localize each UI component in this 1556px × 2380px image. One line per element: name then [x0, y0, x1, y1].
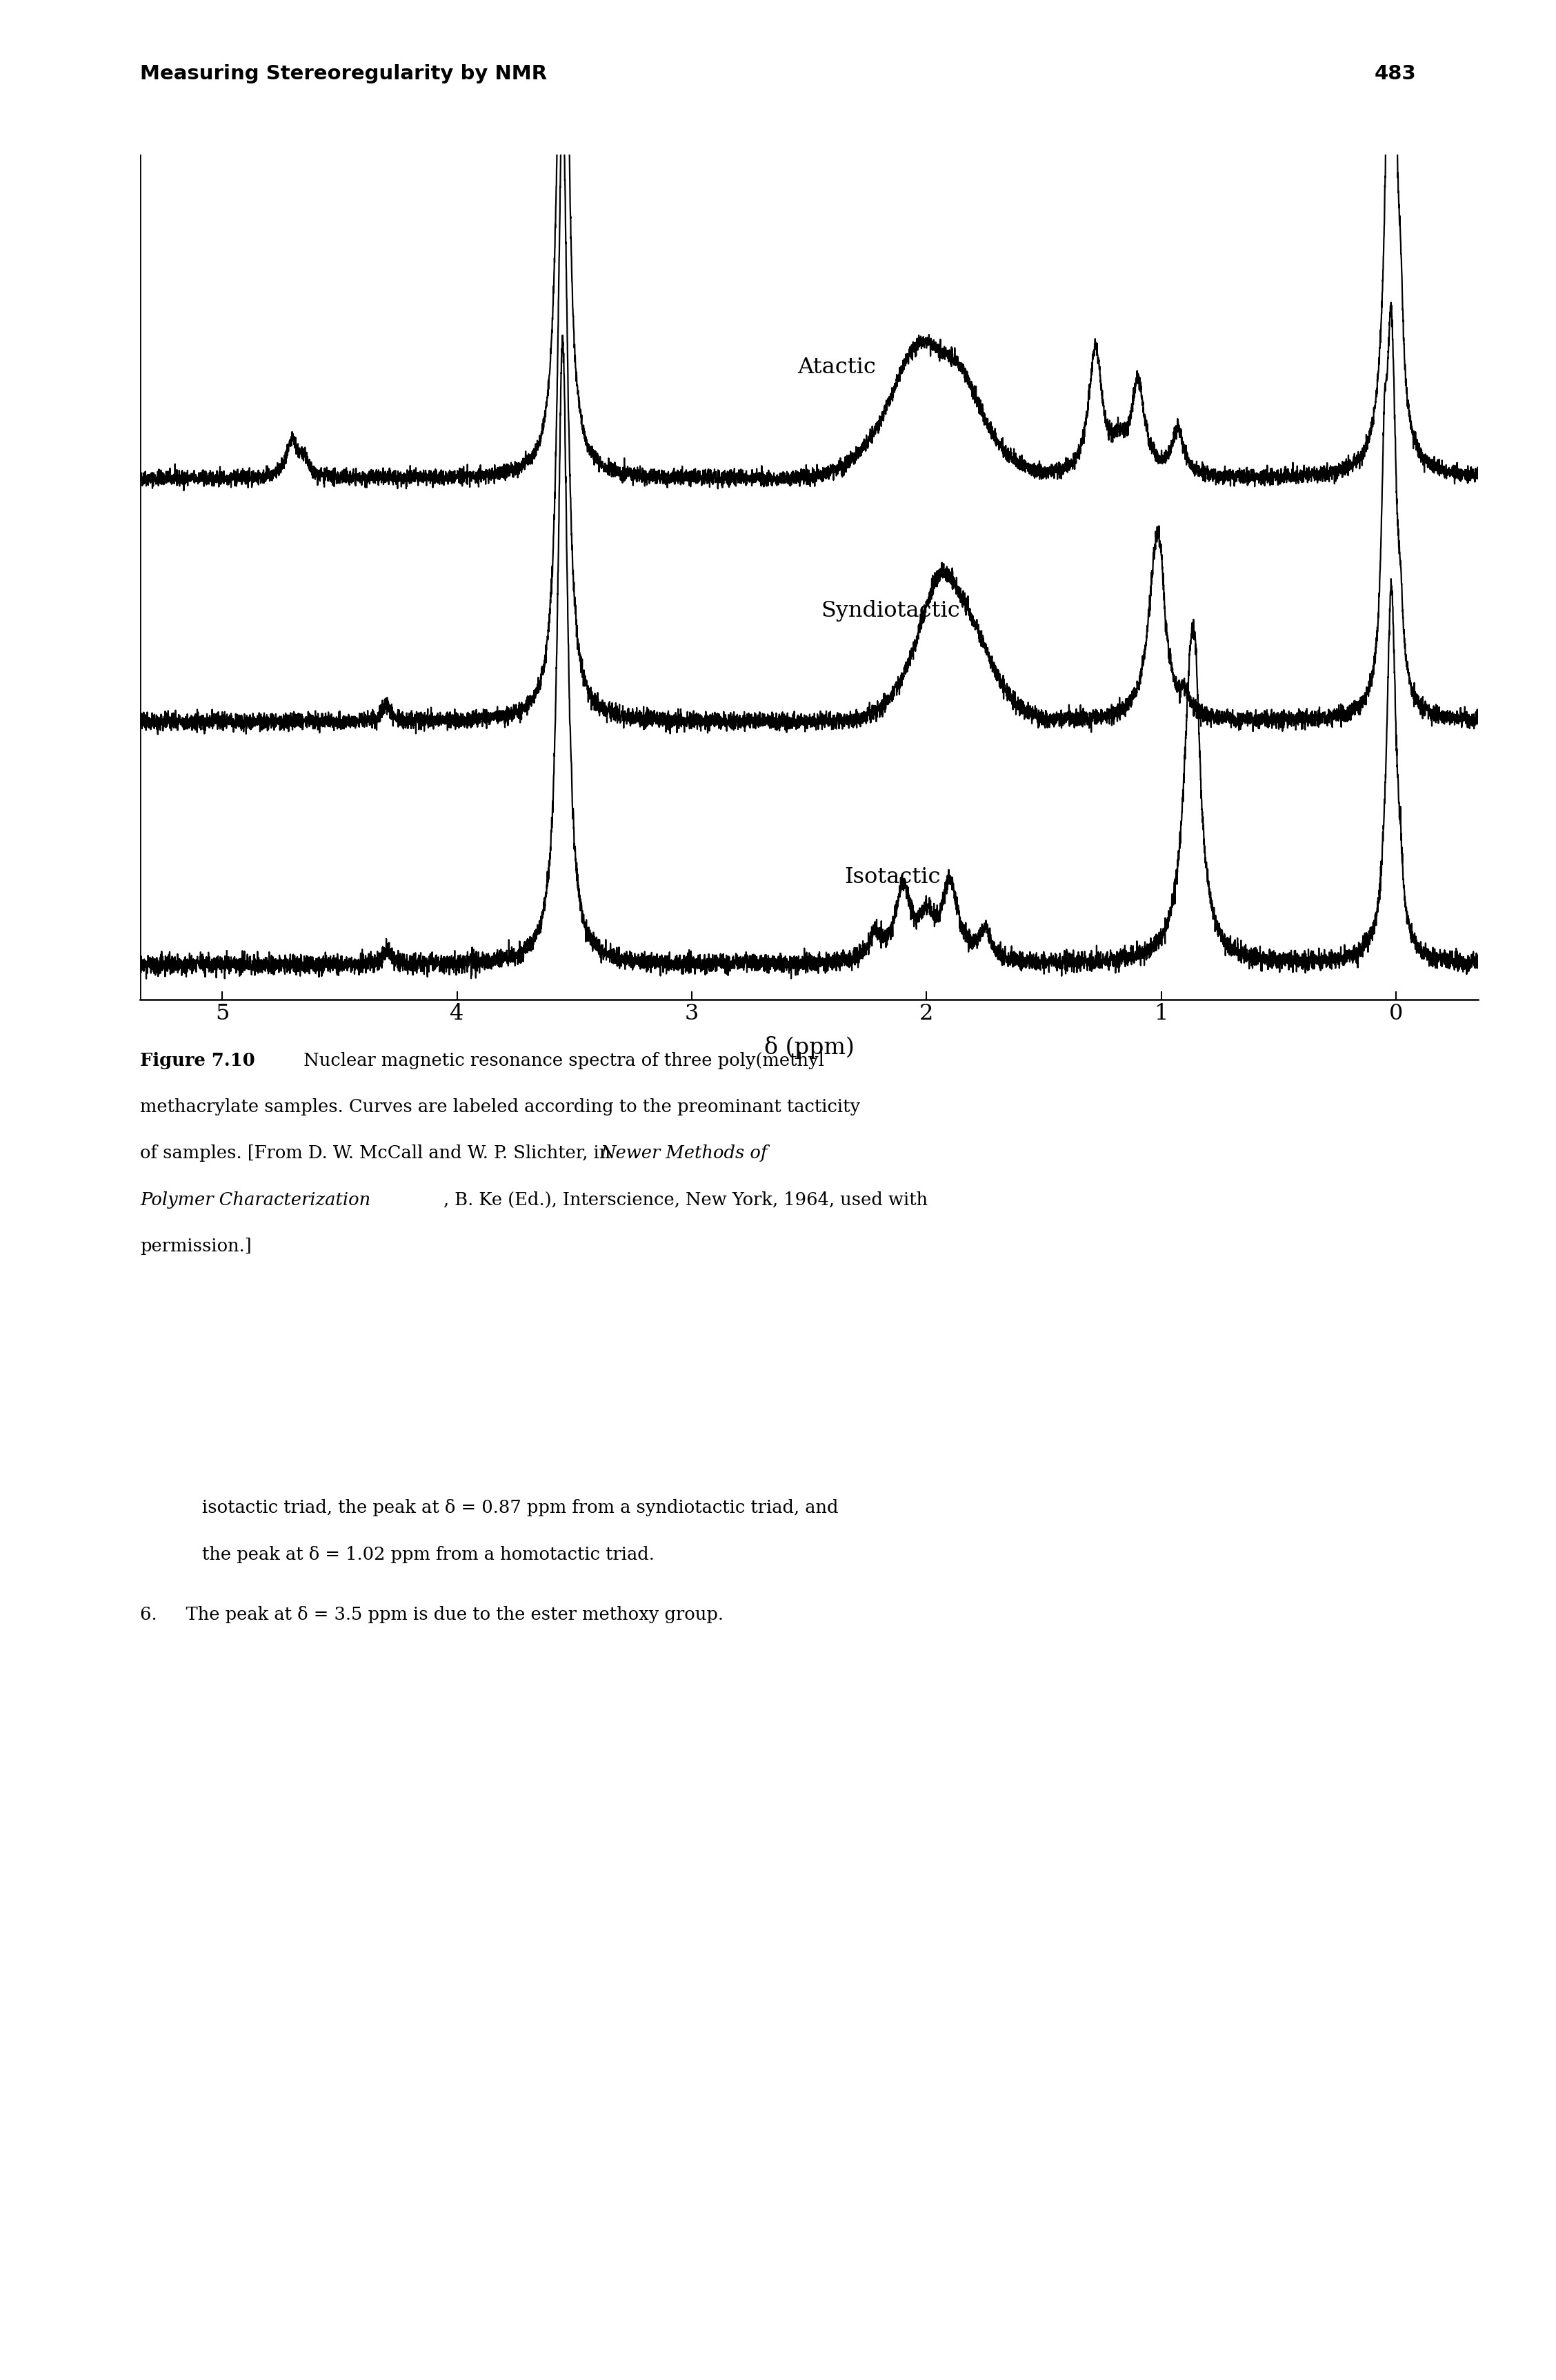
Text: Syndiotactic: Syndiotactic [822, 600, 960, 621]
Text: Nuclear magnetic resonance spectra of three poly(methyl: Nuclear magnetic resonance spectra of th… [293, 1052, 825, 1069]
Text: isotactic triad, the peak at δ = 0.87 ppm from a syndiotactic triad, and: isotactic triad, the peak at δ = 0.87 pp… [202, 1499, 839, 1516]
Text: , B. Ke (Ed.), Interscience, New York, 1964, used with: , B. Ke (Ed.), Interscience, New York, 1… [443, 1190, 927, 1209]
Text: Atactic: Atactic [797, 357, 876, 378]
Text: 6.   The peak at δ = 3.5 ppm is due to the ester methoxy group.: 6. The peak at δ = 3.5 ppm is due to the… [140, 1606, 724, 1623]
Text: Newer Methods of: Newer Methods of [601, 1145, 767, 1161]
Text: permission.]: permission.] [140, 1238, 252, 1254]
Text: the peak at δ = 1.02 ppm from a homotactic triad.: the peak at δ = 1.02 ppm from a homotact… [202, 1547, 655, 1564]
Text: Polymer Characterization: Polymer Characterization [140, 1190, 370, 1209]
Text: 483: 483 [1374, 64, 1416, 83]
Text: Isotactic: Isotactic [845, 866, 940, 888]
X-axis label: δ (ppm): δ (ppm) [764, 1035, 854, 1059]
Text: Measuring Stereoregularity by NMR: Measuring Stereoregularity by NMR [140, 64, 548, 83]
Text: of samples. [From D. W. McCall and W. P. Slichter, in: of samples. [From D. W. McCall and W. P.… [140, 1145, 616, 1161]
Text: Figure 7.10: Figure 7.10 [140, 1052, 255, 1069]
Text: methacrylate samples. Curves are labeled according to the preominant tacticity: methacrylate samples. Curves are labeled… [140, 1097, 860, 1116]
